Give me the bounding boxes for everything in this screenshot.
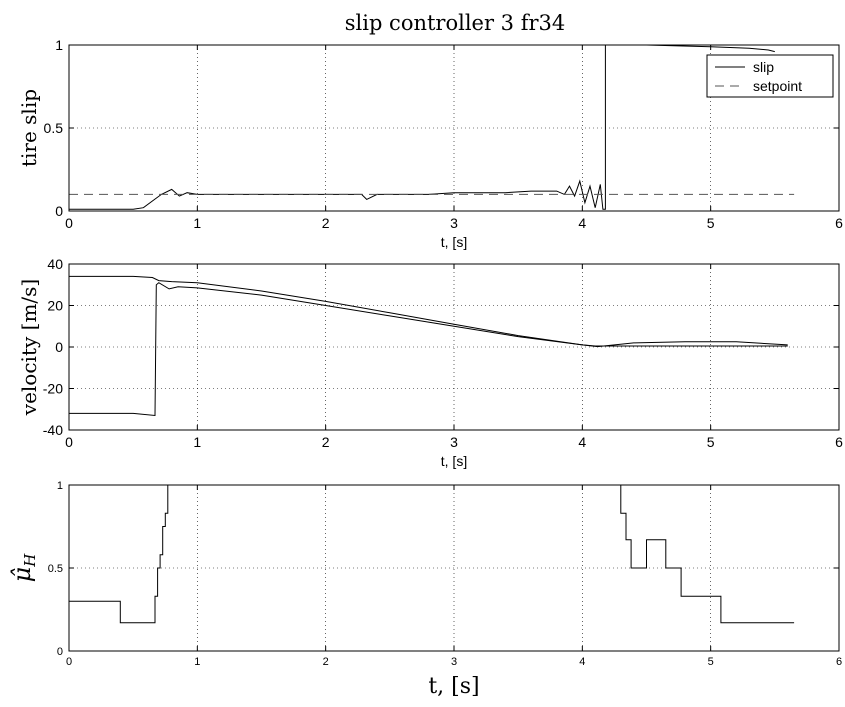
x-tick-label: 4: [578, 434, 586, 450]
x-tick-label: 2: [323, 656, 329, 668]
x-tick-label: 5: [708, 656, 714, 668]
y-tick-label: 0: [55, 339, 63, 355]
y-axis-label: tire slip: [17, 89, 41, 167]
series-line-slip: [69, 44, 775, 210]
x-tick-label: 3: [450, 434, 458, 450]
x-tick-label: 4: [578, 215, 586, 231]
series-line-1: [69, 275, 788, 347]
legend: slip setpoint: [706, 54, 834, 98]
y-tick-label: 0.5: [48, 563, 63, 575]
x-tick-label: 5: [707, 215, 715, 231]
y-tick-label: 0.5: [44, 120, 64, 136]
figure-title: slip controller 3 fr34: [345, 11, 566, 35]
x-tick-label: 0: [65, 215, 73, 231]
x-axis-label: t, [s]: [428, 674, 479, 699]
x-tick-label: 2: [322, 434, 330, 450]
y-tick-label: 20: [47, 297, 63, 313]
x-tick-label: 0: [65, 434, 73, 450]
y-tick-label: -20: [43, 380, 63, 396]
x-tick-label: 1: [193, 434, 201, 450]
subplot-2: 0 1 2 3 4 5 6 -40 -20 0 20 40 t, [s] velocity [m/s]: [17, 256, 843, 469]
x-tick-label: 3: [450, 215, 458, 231]
x-tick-label: 5: [707, 434, 715, 450]
y-axis-label: μ̂H: [8, 553, 39, 583]
y-tick-label: 1: [57, 480, 63, 492]
y-tick-label: 40: [47, 256, 63, 272]
x-axis-label: t, [s]: [441, 453, 467, 469]
y-tick-label: 1: [55, 37, 63, 53]
series-line-2: [69, 282, 788, 417]
x-tick-label: 0: [66, 656, 72, 668]
legend-label: setpoint: [753, 78, 802, 94]
x-tick-label: 6: [835, 434, 843, 450]
subplot-1: 0 1 2 3 4 5 6 0 0.5 1 t, [s] tire slip slip setpoint: [17, 37, 843, 250]
subplot-3: 0 1 2 3 4 5 6 0 0.5 1 t, [s] μ̂H: [8, 480, 842, 699]
y-tick-label: 0: [55, 203, 63, 219]
x-tick-label: 6: [835, 215, 843, 231]
x-tick-label: 6: [836, 656, 842, 668]
series-line-1: [69, 484, 795, 624]
y-tick-label: 0: [57, 646, 63, 658]
x-tick-label: 3: [451, 656, 457, 668]
y-tick-label: -40: [43, 422, 63, 438]
legend-box: [706, 54, 834, 98]
plots: 0 1 2 3 4 5 600.51t, [s]tire slipslipsetpoint0…: [8, 37, 843, 699]
x-tick-label: 1: [193, 215, 201, 231]
x-tick-label: 4: [579, 656, 585, 668]
legend-label: slip: [753, 59, 774, 75]
x-tick-label: 2: [322, 215, 330, 231]
x-tick-label: 1: [194, 656, 200, 668]
y-axis-label: velocity [m/s]: [17, 279, 41, 416]
x-axis-label: t, [s]: [441, 234, 467, 250]
